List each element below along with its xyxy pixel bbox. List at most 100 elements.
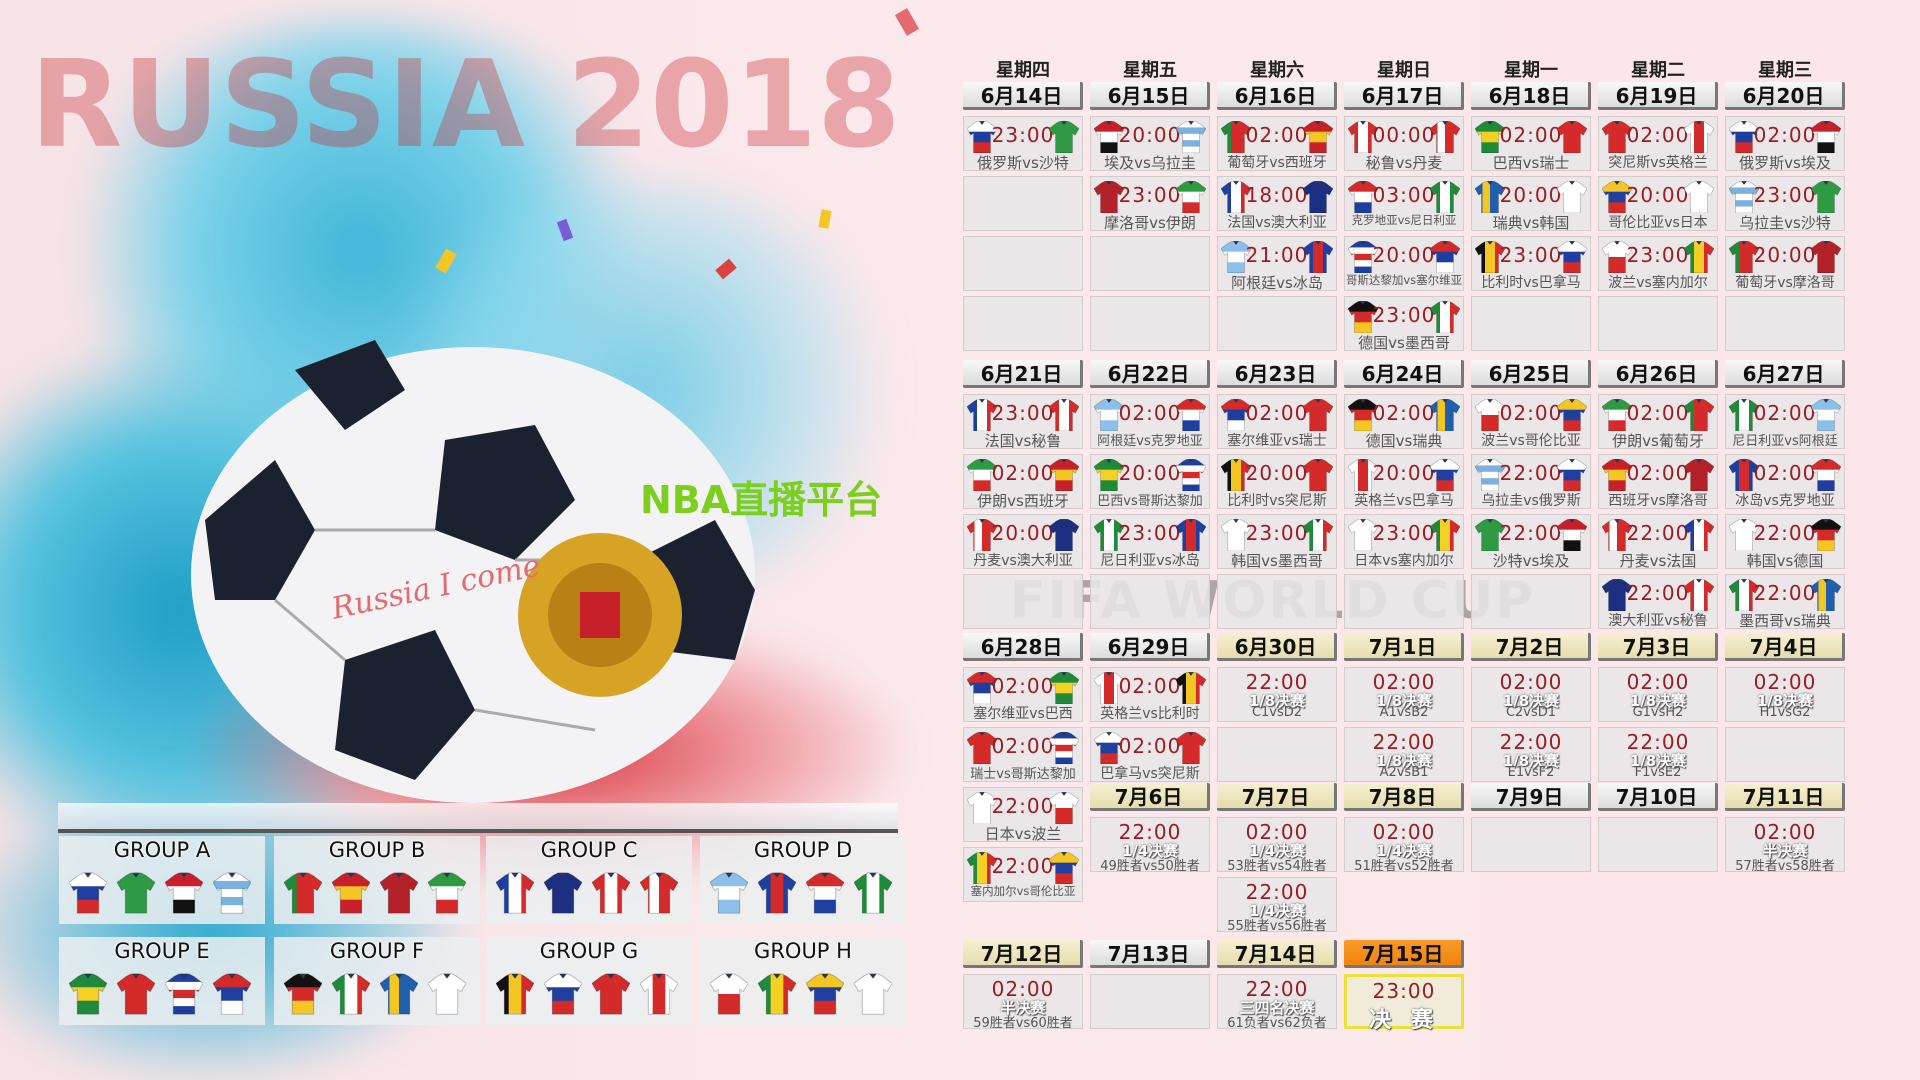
match-cell[interactable]: 22:00 1/8决赛 C1vsD2: [1217, 667, 1337, 722]
match-cell[interactable]: 22:00 墨西哥vs瑞典: [1725, 574, 1845, 630]
match-cell[interactable]: 23:00 日本vs塞内加尔: [1344, 514, 1464, 569]
match-cell[interactable]: 02:00 1/8决赛 G1vsH2: [1598, 667, 1718, 722]
away-jersey-icon: [1429, 180, 1461, 214]
match-cell[interactable]: 22:00 韩国vs德国: [1725, 514, 1845, 570]
group-box: GROUP F: [274, 937, 480, 1025]
match-cell[interactable]: 22:00 塞内加尔vs哥伦比亚: [963, 847, 1083, 902]
match-cell[interactable]: 02:00 英格兰vs比利时: [1090, 667, 1210, 722]
match-cell[interactable]: 20:00 比利时vs突尼斯: [1217, 454, 1337, 509]
match-cell[interactable]: 02:00 阿根廷vs克罗地亚: [1090, 394, 1210, 449]
soccer-ball-icon: [191, 340, 755, 803]
match-cell[interactable]: 02:00 冰岛vs克罗地亚: [1725, 454, 1845, 509]
match-cell[interactable]: 23:00 决 赛: [1344, 974, 1464, 1033]
empty-cell: [1090, 296, 1210, 351]
match-cell[interactable]: 23:00 摩洛哥vs伊朗: [1090, 176, 1210, 232]
kickoff-time: 02:00: [1499, 123, 1563, 147]
date-header: 6月24日: [1344, 360, 1464, 388]
team-jersey-icon: [164, 969, 204, 1019]
match-cell[interactable]: 20:00 埃及vs乌拉圭: [1090, 116, 1210, 172]
kickoff-time: 02:00: [991, 461, 1055, 485]
empty-cell: [963, 176, 1083, 231]
match-cell[interactable]: 22:00 1/8决赛 E1vsF2: [1471, 727, 1591, 782]
match-cell[interactable]: 23:00 尼日利亚vs冰岛: [1090, 514, 1210, 569]
match-cell[interactable]: 20:00 哥伦比亚vs日本: [1598, 176, 1718, 231]
match-teams: 塞内加尔vs哥伦比亚: [970, 884, 1076, 898]
match-cell[interactable]: 02:00 波兰vs哥伦比亚: [1471, 394, 1591, 449]
away-jersey-icon: [1683, 398, 1715, 432]
match-cell[interactable]: 02:00 西班牙vs摩洛哥: [1598, 454, 1718, 509]
match-cell[interactable]: 22:00 三四名决赛 61负者vs62负者: [1217, 974, 1337, 1031]
match-cell[interactable]: 02:00 巴西vs瑞士: [1471, 116, 1591, 172]
match-cell[interactable]: 02:00 1/4决赛 53胜者vs54胜者: [1217, 817, 1337, 874]
match-cell[interactable]: 22:00 沙特vs埃及: [1471, 514, 1591, 570]
match-cell[interactable]: 22:00 乌拉圭vs俄罗斯: [1471, 454, 1591, 509]
match-cell[interactable]: 20:00 英格兰vs巴拿马: [1344, 454, 1464, 509]
match-cell[interactable]: 22:00 日本vs波兰: [963, 787, 1083, 843]
weekday-label: 星期三: [1758, 60, 1812, 81]
match-cell[interactable]: 20:00 哥斯达黎加vs塞尔维亚: [1344, 236, 1464, 291]
match-cell[interactable]: 02:00 德国vs瑞典: [1344, 394, 1464, 450]
match-cell[interactable]: 22:00 1/4决赛 49胜者vs50胜者: [1090, 817, 1210, 874]
home-jersey-icon: [966, 791, 998, 825]
group-box: GROUP C: [486, 836, 692, 924]
match-cell[interactable]: 23:00 乌拉圭vs沙特: [1725, 176, 1845, 232]
match-cell[interactable]: 23:00 比利时vs巴拿马: [1471, 236, 1591, 291]
kickoff-time: 20:00: [1372, 461, 1436, 485]
date-header: 6月25日: [1471, 360, 1591, 388]
match-cell[interactable]: 20:00 丹麦vs澳大利亚: [963, 514, 1083, 569]
home-jersey-icon: [1474, 398, 1506, 432]
date-header: 6月29日: [1090, 633, 1210, 661]
match-cell[interactable]: 20:00 葡萄牙vs摩洛哥: [1725, 236, 1845, 291]
match-cell[interactable]: 20:00 巴西vs哥斯达黎加: [1090, 454, 1210, 509]
match-cell[interactable]: 02:00 伊朗vs西班牙: [963, 454, 1083, 510]
match-cell[interactable]: 02:00 尼日利亚vs阿根廷: [1725, 394, 1845, 449]
match-cell[interactable]: 23:00 韩国vs墨西哥: [1217, 514, 1337, 570]
match-cell[interactable]: 02:00 1/8决赛 A1vsB2: [1344, 667, 1464, 722]
match-cell[interactable]: 02:00 塞尔维亚vs瑞士: [1217, 394, 1337, 449]
match-cell[interactable]: 22:00 1/8决赛 A2vsB1: [1344, 727, 1464, 782]
match-cell[interactable]: 02:00 突尼斯vs英格兰: [1598, 116, 1718, 171]
match-cell[interactable]: 22:00 澳大利亚vs秘鲁: [1598, 574, 1718, 629]
match-cell[interactable]: 02:00 半决赛 59胜者vs60胜者: [963, 974, 1083, 1031]
match-cell[interactable]: 22:00 1/4决赛 55胜者vs56胜者: [1217, 877, 1337, 934]
match-cell[interactable]: 02:00 1/8决赛 C2vsD1: [1471, 667, 1591, 722]
home-jersey-icon: [1093, 518, 1125, 552]
match-cell[interactable]: 02:00 巴拿马vs突尼斯: [1090, 727, 1210, 782]
match-cell[interactable]: 02:00 1/8决赛 H1vsG2: [1725, 667, 1845, 722]
match-cell[interactable]: 23:00 法国vs秘鲁: [963, 394, 1083, 450]
match-teams: 俄罗斯vs沙特: [977, 154, 1069, 172]
weekday-label: 星期四: [996, 60, 1050, 81]
match-cell[interactable]: 22:00 丹麦vs法国: [1598, 514, 1718, 570]
match-cell[interactable]: 00:00 秘鲁vs丹麦: [1344, 116, 1464, 172]
group-name: GROUP D: [753, 838, 853, 862]
match-cell[interactable]: 21:00 阿根廷vs冰岛: [1217, 236, 1337, 292]
match-cell[interactable]: 22:00 1/8决赛 F1vsE2: [1598, 727, 1718, 782]
date-header: 6月30日: [1217, 633, 1337, 661]
match-cell[interactable]: 20:00 瑞典vs韩国: [1471, 176, 1591, 232]
kickoff-time: 02:00: [1372, 401, 1436, 425]
match-cell[interactable]: 02:00 1/4决赛 51胜者vs52胜者: [1344, 817, 1464, 874]
match-cell[interactable]: 02:00 瑞士vs哥斯达黎加: [963, 727, 1083, 782]
team-jersey-icon: [68, 868, 108, 918]
match-cell[interactable]: 02:00 塞尔维亚vs巴西: [963, 667, 1083, 722]
match-cell[interactable]: 03:00 克罗地亚vs尼日利亚: [1344, 176, 1464, 231]
empty-cell: [963, 236, 1083, 291]
match-cell[interactable]: 02:00 俄罗斯vs埃及: [1725, 116, 1845, 172]
kickoff-time: 02:00: [1245, 123, 1309, 147]
away-jersey-icon: [1048, 731, 1080, 765]
match-cell[interactable]: 18:00 法国vs澳大利亚: [1217, 176, 1337, 231]
kickoff-time: 22:00: [1499, 461, 1563, 485]
match-cell[interactable]: 02:00 半决赛 57胜者vs58胜者: [1725, 817, 1845, 874]
match-teams: 沙特vs埃及: [1492, 552, 1570, 570]
match-cell[interactable]: 23:00 俄罗斯vs沙特: [963, 116, 1083, 172]
home-jersey-icon: [1728, 240, 1760, 274]
away-jersey-icon: [1302, 120, 1334, 154]
match-cell[interactable]: 02:00 葡萄牙vs西班牙: [1217, 116, 1337, 171]
match-teams: 西班牙vs摩洛哥: [1608, 493, 1708, 509]
match-cell[interactable]: 23:00 德国vs墨西哥: [1344, 296, 1464, 352]
russia-2018-background-title: RUSSIA 2018: [30, 36, 901, 175]
team-jersey-icon: [212, 868, 252, 918]
match-cell[interactable]: 02:00 伊朗vs葡萄牙: [1598, 394, 1718, 450]
match-cell[interactable]: 23:00 波兰vs塞内加尔: [1598, 236, 1718, 291]
date-header: 7月1日: [1344, 633, 1464, 661]
